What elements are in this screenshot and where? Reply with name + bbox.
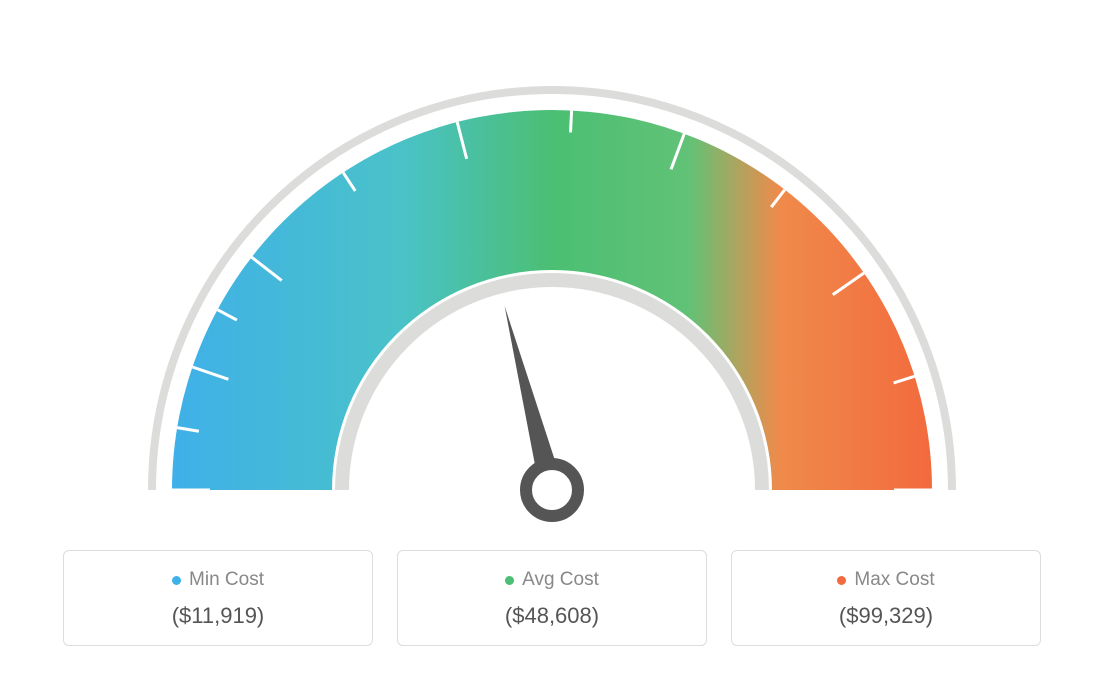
gauge-chart: $11,919$21,091$30,263$48,608$65,515$82,4… — [0, 0, 1104, 560]
min-cost-value: ($11,919) — [64, 603, 372, 629]
avg-cost-value: ($48,608) — [398, 603, 706, 629]
gauge-svg — [52, 40, 1052, 580]
max-cost-value: ($99,329) — [732, 603, 1040, 629]
